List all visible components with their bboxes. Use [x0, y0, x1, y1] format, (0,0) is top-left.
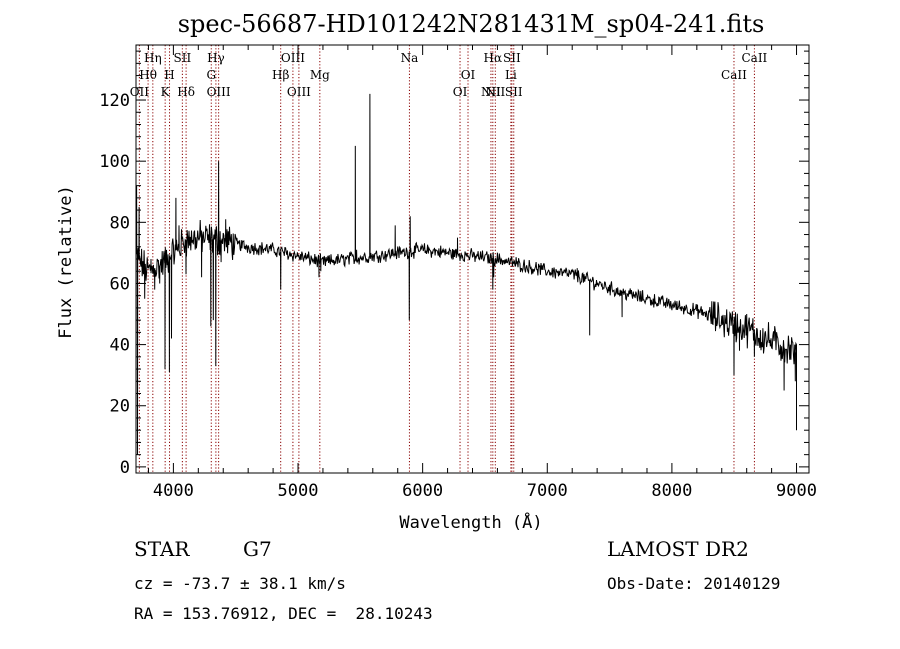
x-axis-label: Wavelength (Å) [399, 511, 542, 533]
line-marker-label: Hη [144, 51, 162, 65]
coordinates: RA = 153.76912, DEC = 28.10243 [134, 604, 433, 623]
line-marker-labels: OIIHθHηKHSIIHδGHγOIIIHβOIIIOIIIMgNaOIOIN… [130, 51, 768, 99]
line-marker-label: CaII [721, 68, 747, 82]
line-marker-label: CaII [741, 51, 767, 65]
line-marker-label: Na [401, 51, 419, 65]
y-tick-label: 60 [110, 274, 130, 294]
axis-ticks [136, 45, 809, 473]
line-marker-label: OII [130, 85, 150, 99]
x-tick-label: 6000 [402, 481, 443, 501]
x-tick-label: 9000 [776, 481, 817, 501]
line-marker-label: K [161, 85, 171, 99]
line-marker-label: OIII [207, 85, 231, 99]
spectrum-series [135, 93, 797, 455]
line-marker-label: OIII [281, 51, 305, 65]
x-tick-label: 4000 [153, 481, 194, 501]
chart-title: spec-56687-HD101242N281431M_sp04-241.fit… [178, 10, 765, 38]
x-tick-label: 8000 [651, 481, 692, 501]
line-markers [138, 45, 755, 473]
line-marker-label: Li [505, 68, 517, 82]
line-marker-label: NII [481, 85, 501, 99]
line-marker-label: H [164, 68, 174, 82]
y-tick-label: 120 [99, 91, 130, 111]
y-tick-label: 80 [110, 213, 130, 233]
line-marker-label: OI [453, 85, 468, 99]
observation-date: Obs-Date: 20140129 [607, 574, 781, 593]
line-marker-label: NII [485, 85, 505, 99]
line-marker-label: OI [461, 68, 476, 82]
plot-frame [135, 44, 810, 474]
data-release: LAMOST DR2 [607, 537, 749, 561]
line-marker-label: OIII [287, 85, 311, 99]
y-tick-label: 20 [110, 397, 130, 417]
object-class: STAR [134, 537, 190, 561]
line-marker-label: SII [174, 51, 192, 65]
line-marker-label: SII [505, 85, 523, 99]
redshift-cz: cz = -73.7 ± 38.1 km/s [134, 574, 346, 593]
line-marker-label: Hγ [207, 51, 225, 65]
line-marker-label: Hθ [139, 68, 157, 82]
line-marker-label: G [206, 68, 216, 82]
y-tick-label: 100 [99, 152, 130, 172]
y-tick-label: 40 [110, 336, 130, 356]
object-subclass: G7 [243, 537, 272, 561]
x-tick-label: 5000 [278, 481, 319, 501]
y-tick-label: 0 [120, 458, 130, 478]
x-tick-label: 7000 [527, 481, 568, 501]
line-marker-label: SII [503, 51, 521, 65]
line-marker-label: Mg [310, 68, 330, 82]
y-axis-label: Flux (relative) [56, 185, 76, 339]
line-marker-label: Hβ [272, 68, 289, 82]
spectrum-line [135, 93, 797, 455]
line-marker-label: Hα [484, 51, 503, 65]
axis-tick-labels: 4000 5000 6000 7000 8000 9000 0 20 40 60 80 100 120 [99, 91, 817, 501]
line-marker-label: Hδ [177, 85, 195, 99]
